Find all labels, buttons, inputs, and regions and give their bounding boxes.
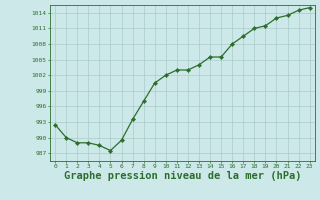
X-axis label: Graphe pression niveau de la mer (hPa): Graphe pression niveau de la mer (hPa) <box>64 171 301 181</box>
